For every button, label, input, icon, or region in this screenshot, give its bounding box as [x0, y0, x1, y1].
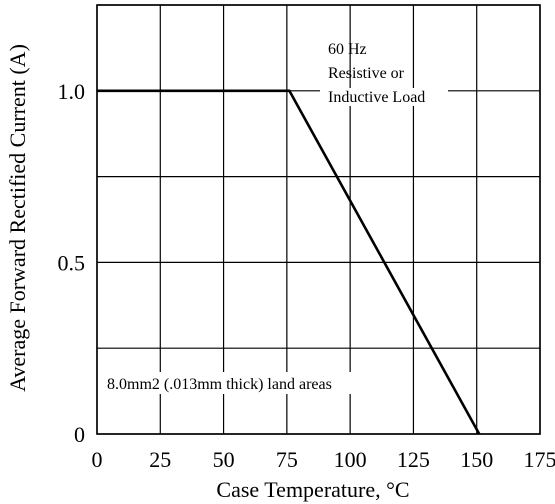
- curve-layer: [97, 89, 481, 435]
- x-tick-label: 150: [460, 447, 493, 472]
- grid-lines: [96, 4, 541, 435]
- x-axis-label: Case Temperature, °C: [216, 477, 409, 502]
- annotation-frequency: 60 Hz: [328, 41, 367, 58]
- y-tick-label: 1.0: [58, 79, 86, 104]
- y-axis-label: Average Forward Rectified Current (A): [5, 44, 30, 392]
- x-tick-label: 75: [276, 447, 298, 472]
- annotation-backdrop: [320, 88, 448, 106]
- plot-frame: [96, 4, 541, 435]
- annotation-land-area: 8.0mm2 (.013mm thick) land areas: [107, 376, 332, 393]
- y-tick-labels: 0 0.5 1.0: [58, 79, 86, 447]
- x-tick-label: 25: [149, 447, 171, 472]
- x-tick-label: 125: [397, 447, 430, 472]
- x-tick-label: 50: [213, 447, 235, 472]
- x-tick-label: 100: [334, 447, 367, 472]
- derating-curve: [97, 89, 481, 435]
- x-tick-label: 0: [92, 447, 103, 472]
- y-tick-label: 0.5: [58, 250, 86, 275]
- x-tick-label: 175: [524, 447, 555, 472]
- y-tick-label: 0: [74, 422, 85, 447]
- annotation-load-type-2: Inductive Load: [328, 89, 425, 106]
- land-area-backdrop: [100, 372, 372, 394]
- annotation-load-type-1: Resistive or: [328, 65, 405, 82]
- x-tick-labels: 0 25 50 75 100 125 150 175: [92, 447, 555, 472]
